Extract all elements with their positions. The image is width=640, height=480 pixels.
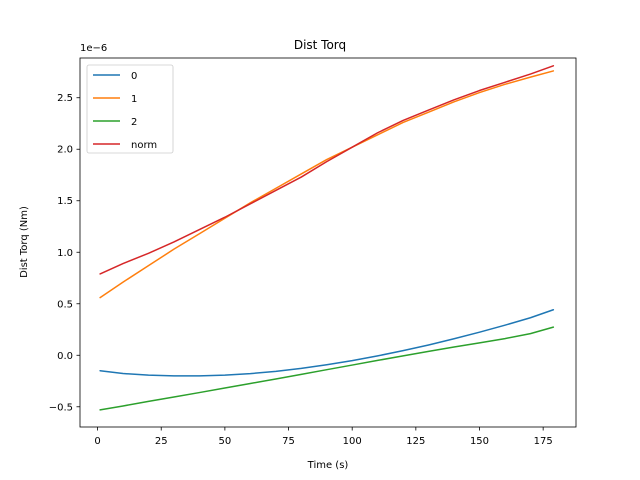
y-tick-label: −0.5	[49, 402, 73, 413]
legend-label: 0	[131, 71, 137, 82]
series-line-1	[99, 70, 555, 299]
x-axis-label: Time (s)	[307, 460, 349, 471]
y-tick-label: 1.0	[57, 248, 73, 259]
y-tick-label: 2.0	[57, 145, 73, 156]
legend-box	[86, 64, 174, 154]
legend-label: 1	[131, 94, 137, 105]
x-tick-label: 75	[282, 436, 295, 447]
x-tick-label: 150	[470, 436, 489, 447]
series-line-2	[99, 326, 555, 411]
y-tick-label: 2.5	[57, 93, 73, 104]
legend-label: norm	[131, 140, 157, 151]
legend-items: 0 1 2 norm	[93, 71, 157, 151]
y-axis-ticks: −0.5 0.0 0.5 1.0 1.5 2.0 2.5	[49, 93, 80, 413]
series-line-norm	[99, 65, 555, 275]
y-tick-label: 0.5	[57, 299, 73, 310]
x-tick-label: 0	[94, 436, 100, 447]
x-tick-label: 125	[406, 436, 425, 447]
x-axis-ticks: 0 25 50 75 100 125 150 175	[94, 427, 553, 447]
legend-label: 2	[131, 117, 137, 128]
x-tick-label: 25	[155, 436, 168, 447]
y-offset-label: 1e−6	[80, 43, 107, 54]
y-tick-label: 1.5	[57, 196, 73, 207]
series-line-0	[99, 308, 555, 377]
x-tick-label: 50	[219, 436, 232, 447]
plot-area	[79, 57, 577, 428]
legend: 0 1 2 norm	[86, 64, 174, 154]
y-tick-label: 0.0	[57, 351, 73, 362]
axes-frame	[79, 57, 577, 428]
y-axis-label: Dist Torq (Nm)	[19, 206, 30, 278]
chart-title: Dist Torq	[294, 38, 346, 52]
x-tick-label: 175	[534, 436, 553, 447]
series-layer	[99, 65, 555, 411]
x-tick-label: 100	[343, 436, 362, 447]
